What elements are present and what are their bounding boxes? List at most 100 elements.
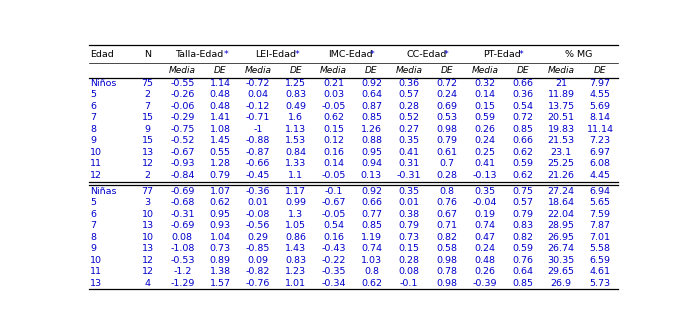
Text: N: N [144,50,151,59]
Text: 0.59: 0.59 [512,159,533,168]
Text: 0.28: 0.28 [436,171,458,180]
Text: 0.41: 0.41 [474,159,495,168]
Text: 0.54: 0.54 [323,221,344,230]
Text: 0.79: 0.79 [399,221,420,230]
Text: -0.72: -0.72 [246,79,270,88]
Text: -0.35: -0.35 [321,267,346,276]
Text: 1.01: 1.01 [286,279,306,288]
Text: -0.53: -0.53 [170,256,195,265]
Text: 0.74: 0.74 [361,244,382,253]
Text: 1.14: 1.14 [210,79,230,88]
Text: 0.04: 0.04 [248,90,268,99]
Text: 18.64: 18.64 [548,198,574,207]
Text: 0.93: 0.93 [210,221,230,230]
Text: 1.05: 1.05 [286,221,306,230]
Text: 8.14: 8.14 [590,113,611,122]
Text: 0.67: 0.67 [436,210,458,219]
Text: 0.19: 0.19 [474,210,495,219]
Text: 1.04: 1.04 [210,233,230,242]
Text: 12: 12 [142,267,153,276]
Text: 7.23: 7.23 [590,136,611,145]
Text: -0.69: -0.69 [170,221,195,230]
Text: -0.71: -0.71 [246,113,270,122]
Text: 1.13: 1.13 [286,125,306,134]
Text: 0.66: 0.66 [512,136,533,145]
Text: -0.56: -0.56 [246,221,270,230]
Text: 1.1: 1.1 [288,171,303,180]
Text: 9: 9 [144,125,151,134]
Text: 0.16: 0.16 [323,148,344,157]
Text: -1.2: -1.2 [173,267,191,276]
Text: 27.24: 27.24 [548,187,574,196]
Text: 0.59: 0.59 [512,244,533,253]
Text: 0.83: 0.83 [512,221,533,230]
Text: -0.87: -0.87 [246,148,270,157]
Text: 10: 10 [90,256,103,265]
Text: 0.41: 0.41 [399,148,420,157]
Text: 5.58: 5.58 [590,244,611,253]
Text: -0.43: -0.43 [321,244,346,253]
Text: 6.59: 6.59 [590,256,611,265]
Text: -1.29: -1.29 [170,279,195,288]
Text: 0.35: 0.35 [398,136,420,145]
Text: 0.48: 0.48 [474,256,495,265]
Text: 0.57: 0.57 [512,198,533,207]
Text: 0.7: 0.7 [440,159,455,168]
Text: -1.08: -1.08 [170,244,195,253]
Text: LEI-Edad: LEI-Edad [255,50,296,59]
Text: 0.99: 0.99 [286,198,306,207]
Text: 0.98: 0.98 [436,279,458,288]
Text: 1.33: 1.33 [285,159,306,168]
Text: 0.03: 0.03 [323,90,344,99]
Text: -0.06: -0.06 [170,102,195,111]
Text: 0.26: 0.26 [474,267,495,276]
Text: DE: DE [290,66,302,75]
Text: 1.23: 1.23 [286,267,306,276]
Text: 30.35: 30.35 [548,256,574,265]
Text: 26.74: 26.74 [548,244,574,253]
Text: -0.31: -0.31 [170,210,195,219]
Text: 2: 2 [144,90,151,99]
Text: 0.72: 0.72 [436,79,458,88]
Text: 0.66: 0.66 [361,198,382,207]
Text: -0.31: -0.31 [397,171,422,180]
Text: 7: 7 [90,221,96,230]
Text: 13.75: 13.75 [548,102,574,111]
Text: 4: 4 [144,279,151,288]
Text: 0.36: 0.36 [398,79,420,88]
Text: -0.55: -0.55 [170,79,195,88]
Text: DE: DE [516,66,529,75]
Text: 0.01: 0.01 [399,198,420,207]
Text: 0.8: 0.8 [440,187,455,196]
Text: 0.89: 0.89 [210,256,230,265]
Text: -0.52: -0.52 [170,136,195,145]
Text: DE: DE [594,66,606,75]
Text: 0.35: 0.35 [398,187,420,196]
Text: 0.62: 0.62 [361,279,382,288]
Text: -0.22: -0.22 [321,256,346,265]
Text: 1.26: 1.26 [361,125,382,134]
Text: 26.9: 26.9 [550,279,572,288]
Text: -0.05: -0.05 [321,102,346,111]
Text: 21: 21 [555,79,567,88]
Text: 0.75: 0.75 [512,187,533,196]
Text: -0.67: -0.67 [170,148,195,157]
Text: 0.09: 0.09 [248,256,268,265]
Text: -0.84: -0.84 [170,171,195,180]
Text: 5.73: 5.73 [590,279,611,288]
Text: PT-Edad: PT-Edad [484,50,521,59]
Text: Talla-Edad: Talla-Edad [175,50,224,59]
Text: -0.39: -0.39 [473,279,497,288]
Text: 0.76: 0.76 [512,256,533,265]
Text: 0.78: 0.78 [436,267,458,276]
Text: 0.62: 0.62 [512,171,533,180]
Text: 0.55: 0.55 [210,148,230,157]
Text: 26.95: 26.95 [548,233,574,242]
Text: 7.97: 7.97 [590,79,611,88]
Text: 15: 15 [142,113,153,122]
Text: -0.67: -0.67 [321,198,346,207]
Text: 0.49: 0.49 [286,102,306,111]
Text: 1.57: 1.57 [210,279,230,288]
Text: 0.59: 0.59 [474,113,495,122]
Text: -0.82: -0.82 [246,267,270,276]
